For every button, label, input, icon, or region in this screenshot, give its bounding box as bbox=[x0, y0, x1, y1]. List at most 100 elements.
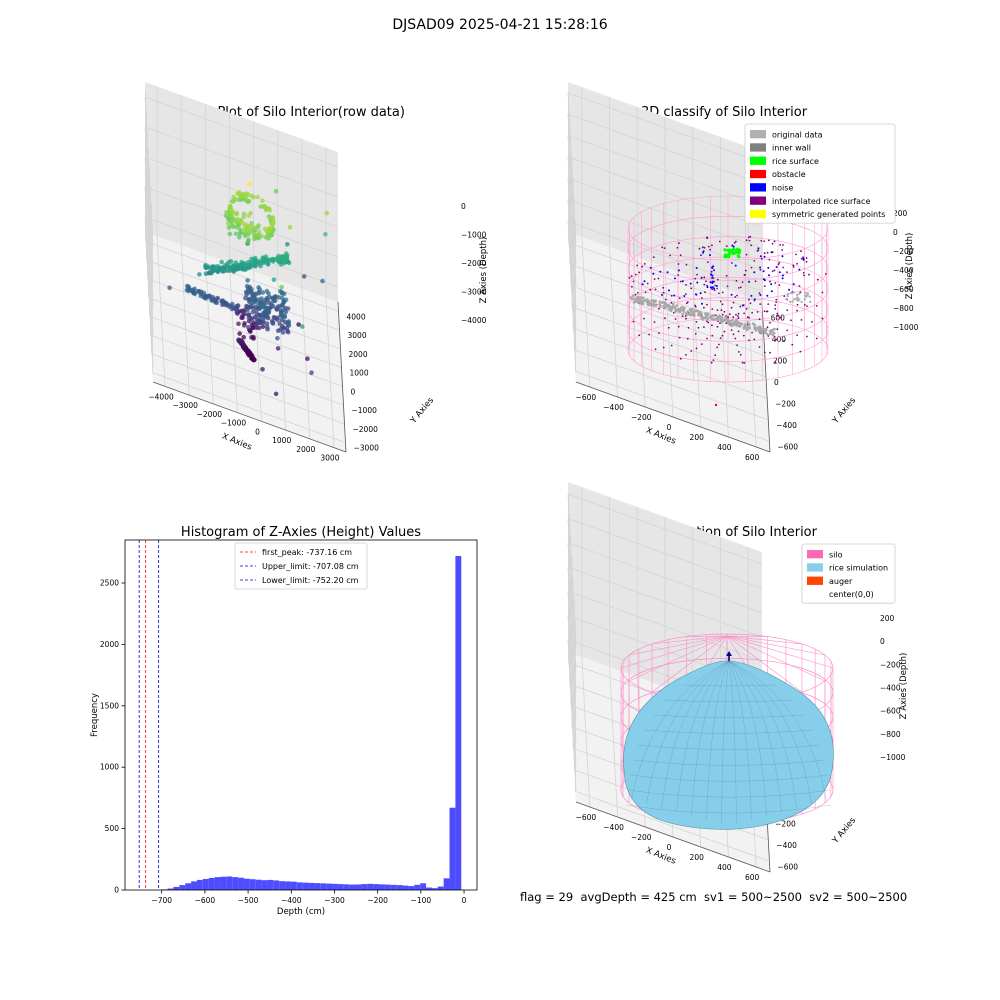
interpolated-point bbox=[738, 351, 740, 353]
legend-entry-label: center(0,0) bbox=[829, 590, 874, 599]
interpolated-point bbox=[636, 292, 639, 294]
y-grid-line bbox=[573, 328, 768, 399]
roof-spoke bbox=[726, 635, 834, 669]
original-data-point bbox=[691, 313, 695, 317]
original-data-point bbox=[688, 312, 692, 316]
noise-point bbox=[715, 285, 718, 287]
noise-point bbox=[757, 247, 760, 250]
y-axis-line bbox=[761, 301, 771, 453]
histogram-bar bbox=[173, 886, 180, 890]
original-data-point bbox=[771, 328, 774, 332]
z-grid-line bbox=[567, 156, 577, 308]
data-point bbox=[247, 284, 252, 290]
interpolated-point bbox=[634, 293, 637, 296]
legend-entry-label: auger bbox=[829, 577, 853, 586]
rice-mound bbox=[623, 660, 834, 830]
interpolated-point bbox=[735, 240, 737, 243]
noise-point bbox=[711, 276, 714, 279]
interpolated-point bbox=[718, 292, 720, 295]
x-tick-label: 0 bbox=[462, 896, 467, 905]
interpolated-point bbox=[774, 282, 777, 284]
interpolated-point bbox=[721, 303, 724, 306]
noise-point bbox=[762, 278, 765, 281]
z-grid-line bbox=[144, 126, 339, 198]
original-data-point bbox=[658, 305, 662, 309]
data-point bbox=[240, 315, 245, 321]
interpolated-point bbox=[766, 251, 769, 254]
histogram-bar bbox=[431, 888, 438, 890]
interpolated-point bbox=[758, 346, 761, 348]
mesh-line bbox=[682, 684, 776, 687]
histogram-bar bbox=[373, 884, 380, 890]
data-point bbox=[277, 255, 283, 260]
original-data-point bbox=[808, 295, 811, 298]
interpolated-point bbox=[751, 331, 753, 334]
noise-point bbox=[683, 295, 686, 297]
mesh-line bbox=[728, 660, 767, 817]
interpolated-point bbox=[805, 260, 808, 263]
legend-swatch bbox=[807, 563, 823, 572]
z-grid-line bbox=[567, 639, 577, 790]
interpolated-point bbox=[739, 305, 742, 308]
interpolated-point bbox=[714, 354, 717, 357]
data-point bbox=[227, 231, 233, 237]
histogram-bar bbox=[273, 880, 280, 890]
data-point bbox=[269, 304, 274, 310]
y-grid-line bbox=[146, 259, 340, 331]
legend-swatch bbox=[750, 209, 766, 219]
interpolated-point bbox=[767, 303, 770, 305]
interpolated-point bbox=[777, 314, 779, 317]
interpolated-point bbox=[716, 346, 718, 349]
data-point bbox=[262, 226, 268, 231]
original-data-point bbox=[654, 303, 658, 307]
interpolated-point bbox=[751, 311, 753, 314]
original-data-point bbox=[658, 303, 662, 306]
x-axis-line bbox=[575, 801, 771, 873]
data-point bbox=[245, 304, 250, 310]
original-data-point bbox=[717, 314, 721, 318]
interpolated-point bbox=[806, 305, 808, 307]
interpolated-point bbox=[737, 312, 740, 315]
interpolated-point bbox=[711, 334, 714, 337]
histogram-bar bbox=[285, 881, 291, 890]
interpolated-point bbox=[653, 321, 656, 323]
original-data-point bbox=[631, 294, 635, 297]
noise-point bbox=[775, 266, 778, 268]
interpolated-point bbox=[744, 273, 746, 276]
interpolated-point bbox=[638, 334, 641, 337]
panel-classify: 3D classify of Silo Interior −600 −400 −200… bbox=[567, 82, 919, 462]
z-grid-line bbox=[567, 518, 577, 669]
z-grid-line bbox=[567, 178, 577, 329]
legend-entry-label: interpolated rice surface bbox=[772, 197, 870, 206]
x-tick-label: −4000 bbox=[148, 392, 174, 401]
original-data-point bbox=[635, 300, 639, 304]
y-axis-label: Y Axies bbox=[408, 395, 436, 426]
original-data-point bbox=[712, 314, 716, 318]
interpolated-point bbox=[706, 320, 708, 323]
interpolated-point bbox=[769, 351, 771, 354]
x-tick-label: −3000 bbox=[173, 401, 199, 410]
histogram-bar bbox=[255, 879, 262, 890]
original-data-point bbox=[650, 303, 654, 306]
interpolated-point bbox=[654, 288, 657, 291]
roof-spoke bbox=[628, 635, 728, 682]
original-data-point bbox=[691, 310, 695, 314]
histogram-bar bbox=[220, 876, 227, 890]
data-point bbox=[309, 370, 314, 376]
mesh-line bbox=[728, 660, 782, 813]
y-tick-label: −200 bbox=[775, 399, 796, 408]
data-point bbox=[277, 321, 283, 326]
y-tick-label: 500 bbox=[105, 824, 120, 833]
interpolated-point bbox=[726, 285, 729, 288]
z-tick-label: −2000 bbox=[461, 259, 487, 268]
y-tick-label: −1000 bbox=[352, 406, 378, 415]
interpolated-point bbox=[703, 326, 705, 328]
data-point bbox=[265, 314, 270, 320]
data-point bbox=[275, 336, 280, 341]
interpolated-point bbox=[661, 246, 664, 249]
interpolated-point bbox=[694, 332, 697, 335]
interpolated-point bbox=[716, 309, 719, 311]
chart-title: 3D classify of Silo Interior bbox=[641, 105, 808, 120]
interpolated-point bbox=[758, 292, 761, 294]
interpolated-point bbox=[700, 343, 703, 345]
